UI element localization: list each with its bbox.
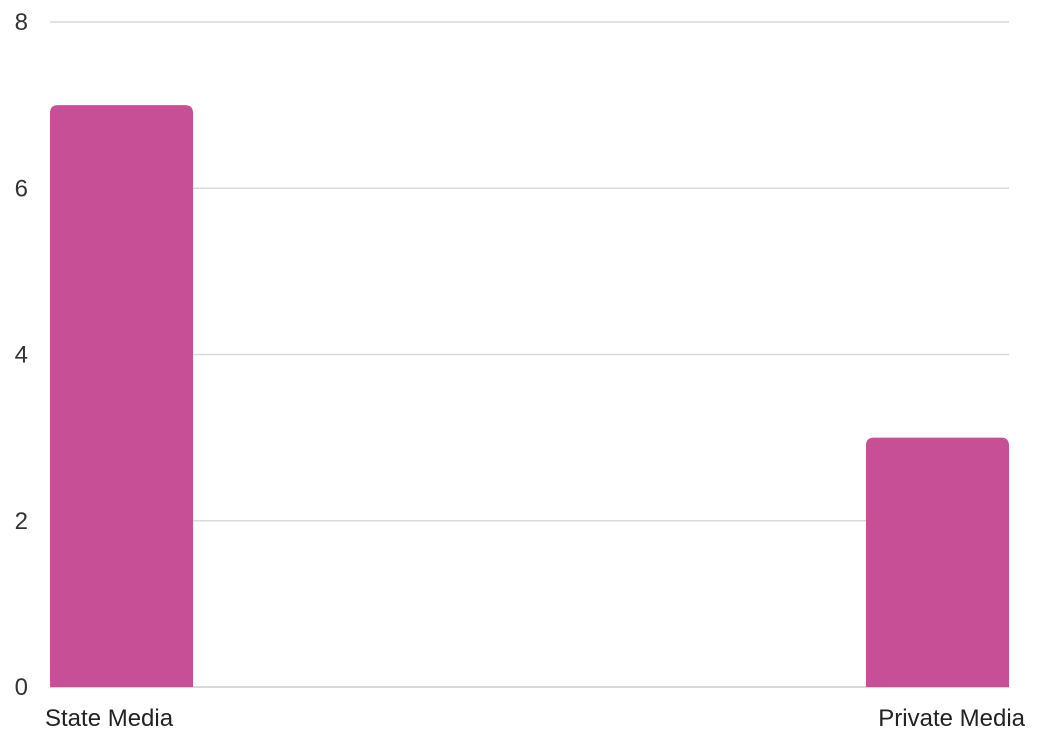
- y-tick-label-4: 4: [15, 342, 28, 369]
- y-tick-label-6: 6: [15, 175, 28, 202]
- x-category-label-state-media: State Media: [45, 705, 174, 732]
- bar-private-media: [866, 437, 1009, 687]
- y-tick-label-0: 0: [15, 674, 28, 701]
- bars: [50, 105, 1009, 687]
- y-tick-label-8: 8: [15, 9, 28, 36]
- y-axis-tick-labels: 0 2 4 6 8: [15, 9, 28, 701]
- x-category-label-private-media: Private Media: [878, 705, 1025, 732]
- x-axis-category-labels: State Media Private Media: [45, 705, 1026, 732]
- grid-lines: [50, 21, 1009, 688]
- bar-state-media: [50, 105, 193, 687]
- y-tick-label-2: 2: [15, 508, 28, 535]
